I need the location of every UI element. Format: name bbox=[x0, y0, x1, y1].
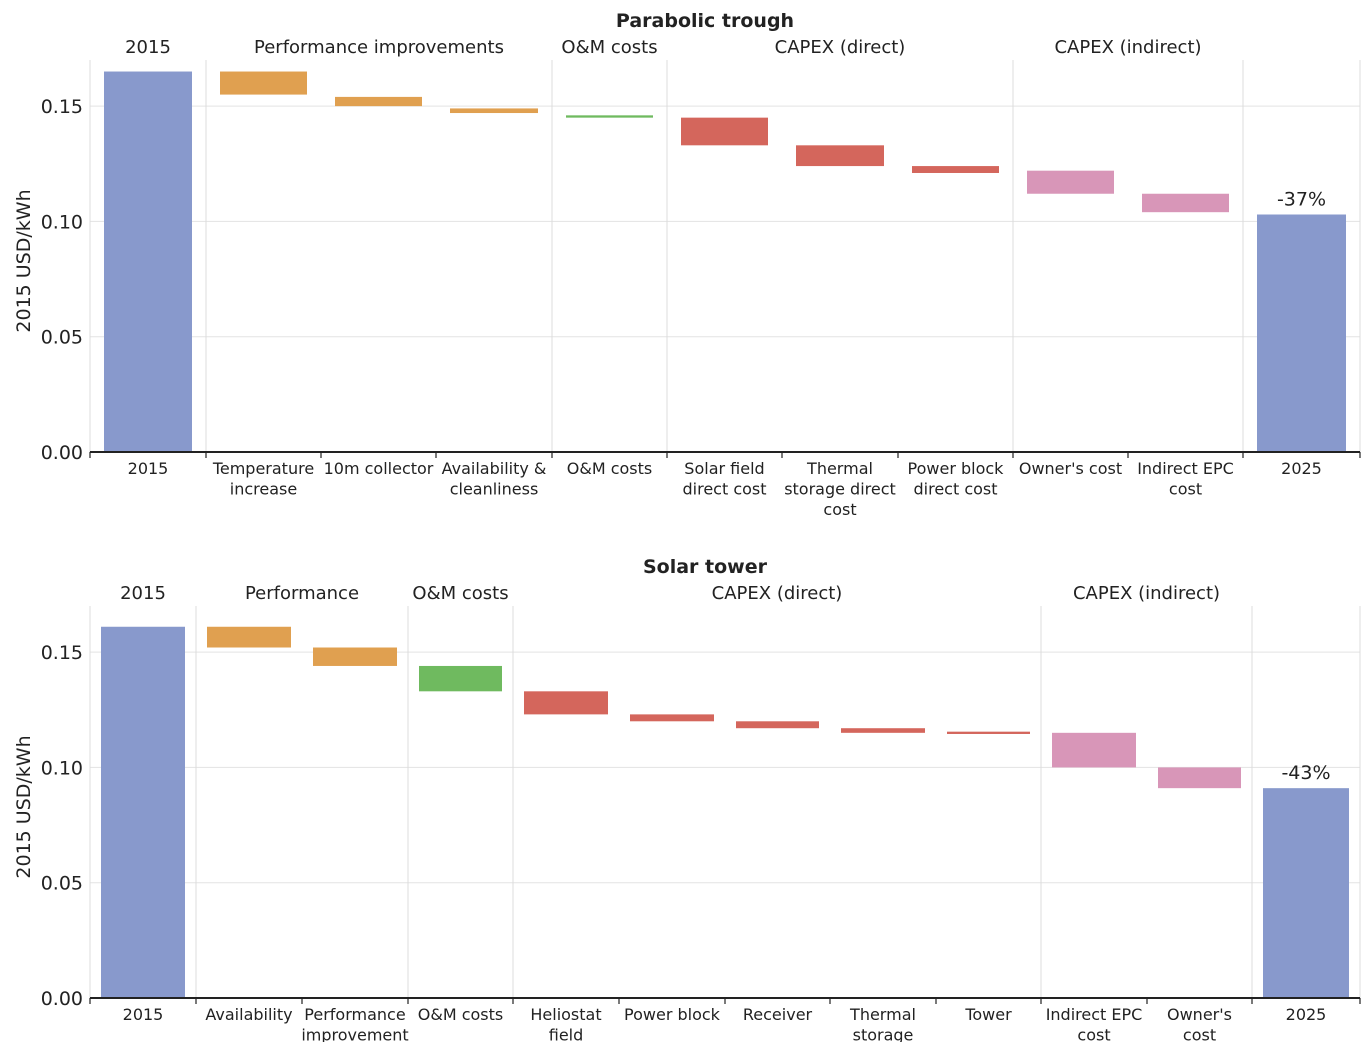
y-axis-label: 2015 USD/kWh bbox=[13, 189, 35, 332]
category-label: O&M costs bbox=[567, 459, 653, 478]
category-label: cleanliness bbox=[450, 480, 539, 499]
category-label: cost bbox=[1183, 1026, 1216, 1043]
chart-title: Parabolic trough bbox=[616, 10, 794, 32]
y-tick-label: 0.10 bbox=[41, 211, 83, 233]
category-label: Temperature bbox=[212, 459, 314, 478]
y-tick-label: 0.00 bbox=[41, 988, 83, 1010]
group-label: 2015 bbox=[125, 37, 171, 58]
category-label: direct cost bbox=[682, 480, 766, 499]
category-label: Owner's bbox=[1167, 1005, 1232, 1024]
bar-total bbox=[1257, 214, 1346, 452]
category-label: Power block bbox=[624, 1005, 721, 1024]
bar-capex_direct bbox=[736, 721, 819, 729]
category-label: Tower bbox=[964, 1005, 1012, 1024]
bar-capex_indirect bbox=[1158, 767, 1241, 789]
category-label: Power block bbox=[908, 459, 1005, 478]
group-label: Performance improvements bbox=[254, 37, 504, 58]
bar-capex_direct bbox=[630, 714, 714, 722]
bar-total bbox=[104, 71, 192, 452]
category-label: Receiver bbox=[743, 1005, 813, 1024]
chart-panel-0: Parabolic trough 0.00 0.05 0.10 0.15 2015 Perf… bbox=[13, 10, 1361, 519]
category-label: Availability & bbox=[442, 459, 547, 478]
category-label: cost bbox=[1077, 1026, 1110, 1043]
y-tick-label: 0.05 bbox=[41, 327, 83, 349]
bar-performance bbox=[335, 96, 422, 107]
group-label: CAPEX (direct) bbox=[775, 37, 906, 58]
category-label: Heliostat bbox=[530, 1005, 601, 1024]
bar-capex_direct bbox=[524, 691, 608, 715]
category-label: cost bbox=[1169, 480, 1202, 499]
bar-capex_indirect bbox=[1052, 732, 1136, 768]
category-label: Solar field bbox=[684, 459, 764, 478]
category-label: 2015 bbox=[128, 459, 169, 478]
category-label: Thermal bbox=[806, 459, 873, 478]
category-label: 2025 bbox=[1281, 459, 1322, 478]
category-label: cost bbox=[823, 500, 856, 519]
category-label: field bbox=[549, 1026, 584, 1043]
bar-om bbox=[419, 665, 502, 692]
category-label: O&M costs bbox=[418, 1005, 504, 1024]
category-label: storage bbox=[853, 1026, 914, 1043]
y-tick-label: 0.15 bbox=[41, 642, 83, 664]
bar-capex_indirect bbox=[1142, 193, 1229, 213]
bar-value-label: -37% bbox=[1277, 188, 1326, 210]
bar-capex_direct bbox=[947, 731, 1030, 734]
category-label: improvement bbox=[301, 1026, 408, 1043]
bar-value-label: -43% bbox=[1281, 762, 1330, 784]
bar-performance bbox=[220, 71, 307, 95]
chart-title: Solar tower bbox=[643, 556, 768, 578]
group-label: CAPEX (indirect) bbox=[1073, 583, 1220, 604]
category-label: 2025 bbox=[1286, 1005, 1327, 1024]
y-tick-label: 0.05 bbox=[41, 873, 83, 895]
bar-performance bbox=[450, 108, 538, 114]
group-label: O&M costs bbox=[412, 583, 508, 604]
category-label: increase bbox=[230, 480, 297, 499]
category-label: storage direct bbox=[784, 480, 896, 499]
group-label: 2015 bbox=[120, 583, 166, 604]
group-label: CAPEX (indirect) bbox=[1054, 37, 1201, 58]
bar-capex_indirect bbox=[1027, 170, 1114, 194]
category-label: direct cost bbox=[913, 480, 997, 499]
bar-capex_direct bbox=[681, 117, 768, 146]
category-label: Availability bbox=[205, 1005, 292, 1024]
group-label: O&M costs bbox=[561, 37, 657, 58]
y-tick-label: 0.10 bbox=[41, 757, 83, 779]
category-label: Indirect EPC bbox=[1046, 1005, 1143, 1024]
group-label: Performance bbox=[245, 583, 359, 604]
chart-panel-1: Solar tower 0.00 0.05 0.10 0.15 2015 Performan… bbox=[13, 556, 1361, 1045]
category-label: Indirect EPC bbox=[1137, 459, 1234, 478]
category-label: 2015 bbox=[123, 1005, 164, 1024]
group-label: CAPEX (direct) bbox=[712, 583, 843, 604]
bar-performance bbox=[313, 647, 397, 666]
bar-om bbox=[566, 115, 653, 118]
bar-total bbox=[1263, 788, 1349, 998]
category-label: 10m collector bbox=[324, 459, 434, 478]
bar-capex_direct bbox=[912, 166, 999, 173]
bar-total bbox=[101, 626, 185, 998]
bar-capex_direct bbox=[841, 728, 925, 733]
category-label: Thermal bbox=[849, 1005, 916, 1024]
y-tick-label: 0.00 bbox=[41, 442, 83, 464]
category-label: Performance bbox=[304, 1005, 405, 1024]
y-axis-label: 2015 USD/kWh bbox=[13, 735, 35, 878]
category-label: Owner's cost bbox=[1019, 459, 1122, 478]
bar-capex_direct bbox=[796, 145, 884, 167]
y-tick-label: 0.15 bbox=[41, 96, 83, 118]
bar-performance bbox=[207, 626, 291, 648]
